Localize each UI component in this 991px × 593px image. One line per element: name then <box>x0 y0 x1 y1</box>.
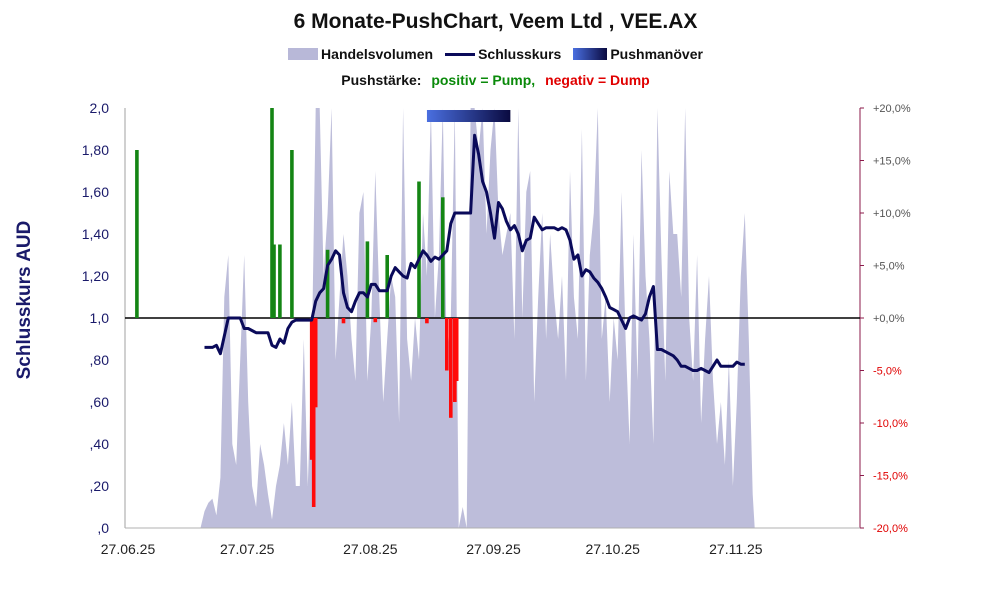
dump-bar <box>373 318 378 323</box>
pump-bar <box>417 181 421 318</box>
x-tick-label: 27.07.25 <box>220 541 275 557</box>
y-right-tick-label: -20,0% <box>873 523 908 535</box>
dump-bar <box>454 318 459 381</box>
pump-bar <box>290 150 294 318</box>
x-tick-label: 27.06.25 <box>101 541 156 557</box>
strength-label: Pushstärke: <box>341 72 422 88</box>
dump-bar <box>453 318 457 402</box>
tick-labels-group: ,0 ,20 ,40 ,60 ,80 1,0 1,20 1,40 1,60 1,80 2,0 -20,… <box>82 100 911 557</box>
y-right-tick-label: -10,0% <box>873 418 908 430</box>
legend-item-push: Pushmanöver <box>573 46 703 62</box>
dump-bar <box>449 318 453 418</box>
pump-bar <box>135 150 139 318</box>
legend-label-volume: Handelsvolumen <box>321 46 434 62</box>
y-left-tick-label: 1,0 <box>90 310 110 326</box>
push-strength-legend: Pushstärke: positiv = Pump, negativ = Du… <box>0 72 991 88</box>
legend-item-volume: Handelsvolumen <box>288 46 433 62</box>
y-left-tick-label: 1,20 <box>82 268 109 284</box>
x-tick-label: 27.09.25 <box>466 541 521 557</box>
y-left-tick-label: ,0 <box>97 520 109 536</box>
legend: Handelsvolumen Schlusskurs Pushmanöver <box>0 46 991 62</box>
pump-bar <box>325 249 330 319</box>
y-right-tick-label: +10,0% <box>873 208 911 220</box>
close-price-line-group <box>204 110 745 375</box>
pump-bar <box>278 244 282 318</box>
strength-positive: positiv = Pump, <box>431 72 536 88</box>
dump-bar <box>341 318 346 324</box>
strength-negative: negativ = Dump <box>545 72 650 88</box>
dump-bar <box>309 318 314 460</box>
pump-bar <box>365 241 370 318</box>
y-right-tick-label: +0,0% <box>873 313 905 325</box>
chart-title: 6 Monate-PushChart, Veem Ltd , VEE.AX <box>293 10 698 33</box>
y-right-tick-label: +15,0% <box>873 156 911 168</box>
y-left-tick-label: ,80 <box>90 352 110 368</box>
close-price-line <box>204 133 745 375</box>
x-tick-label: 27.10.25 <box>585 541 640 557</box>
y-left-tick-label: 1,80 <box>82 142 109 158</box>
dump-bar <box>313 318 318 408</box>
pump-bar <box>441 197 445 319</box>
legend-item-close: Schlusskurs <box>445 46 561 62</box>
y-left-tick-label: ,60 <box>90 394 110 410</box>
legend-label-close: Schlusskurs <box>478 46 562 62</box>
legend-swatch-volume <box>288 48 319 60</box>
push-maneuver-band <box>426 110 511 122</box>
x-tick-label: 27.11.25 <box>709 541 763 557</box>
y-left-tick-label: 2,0 <box>90 100 110 116</box>
y-right-tick-label: +20,0% <box>873 103 911 115</box>
y-left-tick-label: ,20 <box>90 478 110 494</box>
y-right-tick-label: -15,0% <box>873 471 908 483</box>
dump-bar <box>311 318 316 507</box>
y-left-tick-label: 1,60 <box>82 184 109 200</box>
y-left-tick-label: 1,40 <box>82 226 109 242</box>
y-left-tick-label: ,40 <box>90 436 110 452</box>
dump-bar <box>445 318 449 371</box>
y-right-tick-label: -5,0% <box>873 366 902 378</box>
legend-swatch-close <box>445 52 476 56</box>
pump-bar <box>272 244 276 318</box>
y-right-tick-label: +5,0% <box>873 261 905 273</box>
pump-bar <box>270 108 274 318</box>
axes-group <box>124 107 864 529</box>
legend-swatch-push <box>573 48 608 60</box>
dump-bar <box>425 318 429 324</box>
legend-label-push: Pushmanöver <box>610 46 703 62</box>
x-tick-label: 27.08.25 <box>343 541 398 557</box>
y-axis-left-title: Schlusskurs AUD <box>14 220 35 380</box>
